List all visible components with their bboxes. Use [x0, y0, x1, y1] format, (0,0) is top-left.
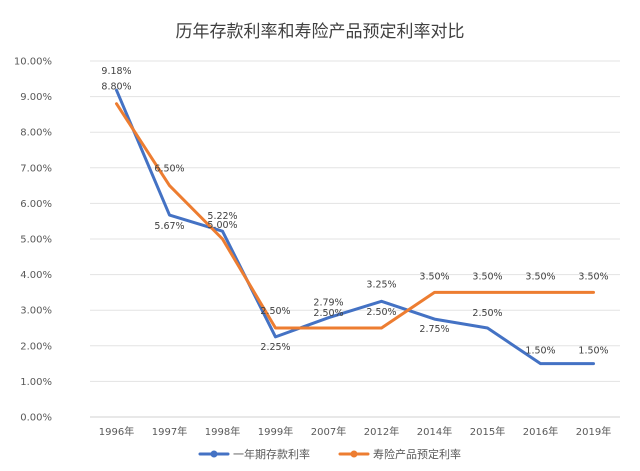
- legend-marker-2: [350, 450, 358, 458]
- chart-title: 历年存款利率和寿险产品预定利率对比: [176, 22, 465, 42]
- y-tick-label: 7.00%: [20, 163, 52, 174]
- data-label: 2.25%: [260, 342, 290, 353]
- data-label: 3.50%: [525, 271, 555, 282]
- y-tick-label: 2.00%: [20, 341, 52, 352]
- series-line-2: [115, 102, 595, 330]
- x-tick-label: 1998年: [205, 425, 240, 438]
- gridlines: [90, 60, 620, 382]
- data-label: 5.22%: [207, 211, 237, 222]
- series-lines: [115, 88, 595, 366]
- data-label: 9.18%: [101, 66, 131, 77]
- y-tick-label: 9.00%: [20, 92, 52, 103]
- y-tick-label: 10.00%: [14, 57, 52, 68]
- y-tick-label: 4.00%: [20, 270, 52, 281]
- y-tick-label: 3.00%: [20, 306, 52, 317]
- data-label: 1.50%: [578, 346, 608, 357]
- legend-marker-1: [210, 450, 218, 458]
- x-tick-label: 2015年: [470, 425, 505, 438]
- data-label: 2.50%: [313, 308, 343, 319]
- x-tick-label: 1996年: [99, 425, 134, 438]
- data-label: 2.50%: [260, 306, 290, 317]
- data-labels: 9.18% 5.67% 5.22% 2.25% 2.79% 3.25% 2.75% 2.50%…: [101, 66, 608, 356]
- x-tick-label: 2016年: [523, 425, 558, 438]
- y-tick-label: 6.00%: [20, 199, 52, 210]
- axes: 0.00% 1.00% 2.00% 3.00% 4.00% 5.00% 6.00% 7.00%…: [14, 57, 620, 438]
- x-tick-label: 2014年: [417, 425, 452, 438]
- series-line-1: [115, 88, 595, 366]
- y-tick-label: 0.00%: [20, 413, 52, 424]
- data-label: 3.25%: [366, 279, 396, 290]
- legend: 一年期存款利率 寿险产品预定利率: [198, 447, 461, 461]
- data-label: 6.50%: [154, 164, 184, 175]
- y-tick-label: 1.00%: [20, 377, 52, 388]
- data-label: 2.75%: [419, 324, 449, 335]
- data-label: 5.67%: [154, 221, 184, 232]
- x-tick-label: 2019年: [576, 425, 611, 438]
- x-tick-label: 1999年: [258, 425, 293, 438]
- x-tick-label: 1997年: [152, 425, 187, 438]
- data-label: 2.79%: [313, 298, 343, 309]
- data-label: 3.50%: [419, 271, 449, 282]
- x-tick-label: 2012年: [364, 425, 399, 438]
- data-label: 5.00%: [207, 220, 237, 231]
- y-tick-label: 5.00%: [20, 235, 52, 246]
- data-label: 2.50%: [472, 308, 502, 319]
- legend-label-1: 一年期存款利率: [233, 447, 310, 461]
- data-label: 1.50%: [525, 346, 555, 357]
- data-label: 8.80%: [101, 82, 131, 93]
- data-label: 3.50%: [472, 271, 502, 282]
- legend-label-2: 寿险产品预定利率: [373, 447, 461, 461]
- data-label: 2.50%: [366, 307, 396, 318]
- data-label: 3.50%: [578, 271, 608, 282]
- y-tick-label: 8.00%: [20, 128, 52, 139]
- x-tick-label: 2007年: [311, 425, 346, 438]
